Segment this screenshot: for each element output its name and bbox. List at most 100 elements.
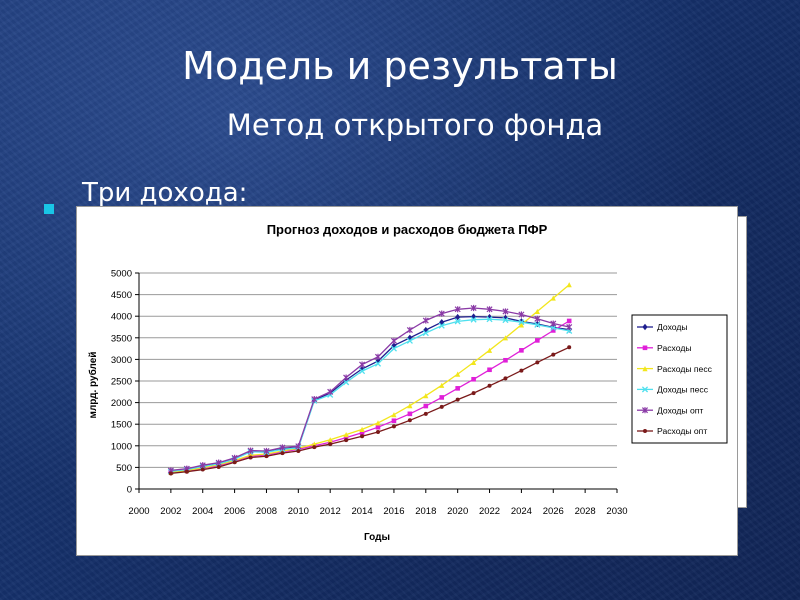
series-line (170, 320, 570, 474)
series-line (170, 346, 570, 475)
series-point (343, 431, 349, 438)
series-point (406, 337, 413, 344)
x-tick-label: 2004 (192, 506, 213, 517)
series-point (486, 316, 493, 323)
series-point (534, 321, 541, 328)
x-tick-label: 2024 (511, 506, 532, 517)
x-tick-label: 2010 (288, 506, 309, 517)
chart-svg: Прогноз доходов и расходов бюджета ПФР Г… (87, 222, 728, 543)
x-tick-label: 2028 (575, 506, 596, 517)
y-tick-label: 1500 (111, 420, 132, 431)
series-point (455, 397, 460, 402)
series-point (328, 442, 333, 447)
y-tick-label: 500 (116, 463, 132, 474)
series-point (343, 379, 350, 386)
series-point (376, 429, 380, 434)
series-point (518, 311, 525, 318)
series-point (439, 382, 445, 388)
y-tick-label: 2500 (111, 377, 132, 388)
series-point (550, 295, 556, 301)
series-point (359, 426, 365, 432)
series-point (375, 420, 381, 426)
x-tick-label: 2008 (256, 506, 277, 517)
series-point (641, 386, 649, 393)
series-point (518, 319, 525, 326)
series-point (231, 454, 238, 461)
series-point (642, 323, 648, 331)
series-point (642, 345, 648, 351)
series-point (263, 447, 270, 455)
plot-area: 0 500 1000 1500 2000 2500 3000 3500 4000 4500 5000… (111, 269, 628, 518)
series-point (343, 435, 349, 440)
y-tick-label: 5000 (111, 269, 132, 280)
series-point (327, 388, 334, 395)
x-tick-label: 2030 (606, 506, 627, 517)
series-point (503, 376, 508, 381)
series-point (406, 326, 413, 334)
series-point (471, 359, 477, 366)
series-point (551, 352, 556, 357)
y-tick-label: 3000 (111, 355, 132, 366)
series-point (407, 411, 413, 417)
series-point (375, 424, 381, 430)
series-Расходы-опт (168, 345, 572, 476)
series-point (535, 360, 540, 365)
x-tick-label: 2006 (224, 506, 245, 517)
series-point (439, 395, 445, 400)
series-point (641, 407, 649, 414)
series-line (170, 284, 570, 473)
series-point (423, 403, 429, 409)
series-point (423, 411, 428, 416)
chart-legend: Доходы Расходы Расходы песс Доходы песс Дохо… (631, 314, 728, 444)
series-point (390, 345, 397, 352)
series-point (567, 345, 572, 350)
legend-label: Доходы опт (657, 405, 703, 415)
y-tick-label: 3500 (111, 333, 132, 344)
series-point (168, 471, 173, 476)
series-point (470, 316, 477, 323)
series-point (486, 306, 493, 313)
series-point (391, 424, 396, 429)
series-point (550, 328, 556, 333)
series-point (487, 367, 492, 373)
series-point (470, 304, 477, 312)
series-point (422, 329, 429, 337)
chart-frame[interactable]: Прогноз доходов и расходов бюджета ПФР Г… (76, 206, 738, 556)
series-point (312, 445, 317, 450)
series-point (550, 320, 557, 327)
series-point (642, 366, 648, 372)
series-point (502, 335, 509, 341)
series-point (422, 317, 429, 324)
series-point (295, 443, 302, 450)
series-point (359, 430, 365, 436)
series-point (359, 361, 366, 368)
series-point (407, 334, 413, 341)
series-point (200, 467, 205, 472)
series-point (360, 434, 365, 439)
x-tick-label: 2014 (351, 506, 372, 517)
series-point (215, 459, 222, 466)
series-point (455, 371, 461, 377)
legend-label: Расходы (657, 343, 692, 353)
series-point (264, 454, 269, 459)
y-tick-label: 2000 (111, 398, 132, 409)
y-tick-label: 1000 (111, 441, 132, 452)
legend-label: Расходы песс (657, 364, 713, 374)
series-point (439, 404, 444, 409)
series-point (423, 393, 429, 399)
x-tick-label: 2016 (383, 506, 404, 517)
x-tick-label: 2020 (447, 506, 468, 517)
y-tick-label: 4500 (111, 290, 132, 301)
series-point (232, 460, 237, 465)
x-tick-label: 2022 (479, 506, 500, 517)
series-point (391, 418, 397, 424)
series-point (391, 412, 397, 418)
series-point (519, 348, 524, 353)
bullet-text: Три дохода: (82, 178, 248, 208)
y-axis-label: млрд. рублей (87, 352, 99, 419)
series-point (518, 322, 524, 328)
series-point (455, 313, 461, 321)
series-line (170, 315, 570, 472)
series-point (487, 383, 492, 388)
series-point (471, 376, 476, 382)
